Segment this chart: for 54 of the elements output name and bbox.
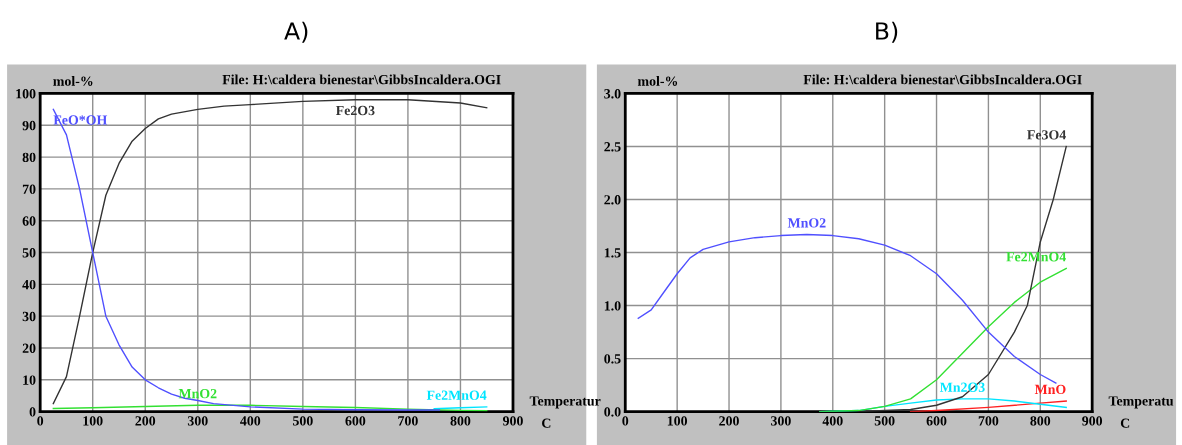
y-tick-label: 1.5 (604, 248, 621, 258)
y-tick-label: 2.0 (604, 195, 621, 205)
y-tick-label: 0.0 (604, 407, 621, 417)
y-tick-label: 30 (22, 311, 36, 322)
x-tick-label: 700 (978, 416, 999, 426)
x-tick-label: 300 (771, 416, 791, 426)
x-tick-label: 400 (822, 416, 843, 426)
y-tick-label: 2.5 (604, 142, 621, 152)
y-tick-label: 60 (22, 216, 36, 226)
series-label: Fe2MnO4 (426, 390, 487, 400)
y-tick-label: 100 (16, 89, 36, 99)
x-tick-label: 0 (37, 416, 44, 426)
series-label: Fe3O4 (1027, 130, 1066, 140)
x-tick-label: 200 (135, 416, 156, 426)
x-axis-title: Temperatu (1108, 396, 1174, 409)
x-tick-label: 600 (926, 416, 947, 426)
y-tick-label: 20 (22, 343, 36, 353)
x-tick-label: 600 (345, 416, 366, 426)
series-label: MnO (1034, 384, 1066, 395)
y-tick-label: 10 (23, 375, 36, 385)
x-tick-label: 900 (1082, 416, 1103, 426)
chart-title: A) (284, 21, 308, 43)
y-tick-label: 1.0 (604, 301, 621, 311)
y-axis-title: mol-% (637, 76, 678, 86)
x-tick-label: 400 (240, 416, 261, 426)
y-tick-label: 40 (22, 279, 36, 290)
text: File: H:\caldera bienestar\GibbsIncaldera.OGI (222, 74, 501, 85)
chart-title: B) (876, 21, 898, 43)
x-tick-label: 500 (292, 416, 313, 426)
y-tick-label: 90 (22, 120, 36, 131)
x-tick-label: 800 (1030, 416, 1051, 426)
x-tick-label: 0 (622, 416, 629, 426)
x-tick-label: 300 (187, 416, 208, 426)
series-label: MnO2 (787, 218, 826, 228)
y-tick-label: 3.0 (604, 89, 621, 99)
series-label: Fe2O3 (335, 105, 375, 116)
x-tick-label: 800 (450, 416, 471, 426)
y-tick-label: 70 (22, 184, 36, 194)
x-axis-title: Temperatur (529, 396, 601, 409)
y-tick-label: 0 (29, 407, 36, 417)
x-tick-label: 200 (719, 416, 739, 426)
series-label: MnO2 (178, 388, 217, 399)
text: C (1120, 418, 1130, 428)
x-tick-label: 500 (874, 416, 895, 426)
y-tick-label: 0.5 (604, 354, 621, 364)
text: File: H:\caldera bienestar\GibbsIncaldera.OGI (803, 74, 1082, 85)
y-axis-title: mol-% (53, 76, 93, 86)
y-tick-label: 80 (22, 152, 36, 163)
x-tick-label: 700 (398, 416, 418, 426)
x-tick-label: 900 (502, 416, 523, 426)
x-tick-label: 100 (83, 416, 103, 426)
text: C (542, 418, 551, 428)
y-tick-label: 50 (22, 248, 36, 258)
x-tick-label: 100 (667, 416, 688, 426)
